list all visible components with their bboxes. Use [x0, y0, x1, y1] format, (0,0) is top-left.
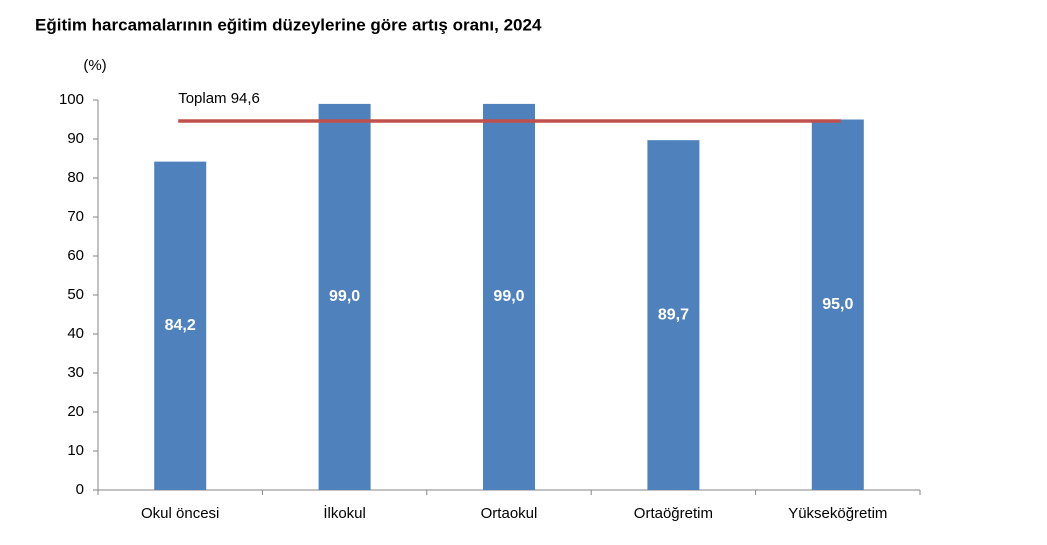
y-tick-label: 90	[67, 130, 84, 147]
x-tick-label: Ortaokul	[481, 505, 538, 522]
value-label: 89,7	[658, 306, 689, 323]
y-tick-label: 60	[67, 247, 84, 264]
y-tick-label: 20	[67, 403, 84, 420]
bar	[483, 103, 535, 491]
bar	[811, 119, 864, 490]
x-tick-label: Okul öncesi	[141, 505, 219, 522]
x-tick-label: Ortaöğretim	[634, 505, 713, 522]
value-label: 84,2	[165, 317, 196, 334]
y-tick-label: 30	[67, 364, 84, 381]
value-label: 95,0	[822, 296, 853, 313]
y-tick-label: 40	[67, 325, 84, 342]
bar	[154, 161, 207, 490]
reference-label: Toplam 94,6	[178, 90, 260, 107]
y-axis-label: (%)	[83, 57, 106, 74]
chart-title: Eğitim harcamalarının eğitim düzeylerine…	[35, 15, 542, 34]
value-label: 99,0	[493, 288, 524, 305]
y-tick-label: 80	[67, 169, 84, 186]
x-tick-label: Yükseköğretim	[788, 505, 887, 522]
y-tick-label: 70	[67, 208, 84, 225]
value-label: 99,0	[329, 288, 360, 305]
y-tick-label: 10	[67, 442, 84, 459]
x-tick-label: İlkokul	[323, 504, 366, 522]
y-tick-label: 100	[59, 91, 84, 108]
y-tick-label: 50	[67, 286, 84, 303]
bar	[318, 103, 371, 491]
y-tick-label: 0	[76, 481, 84, 498]
bar	[647, 140, 700, 491]
